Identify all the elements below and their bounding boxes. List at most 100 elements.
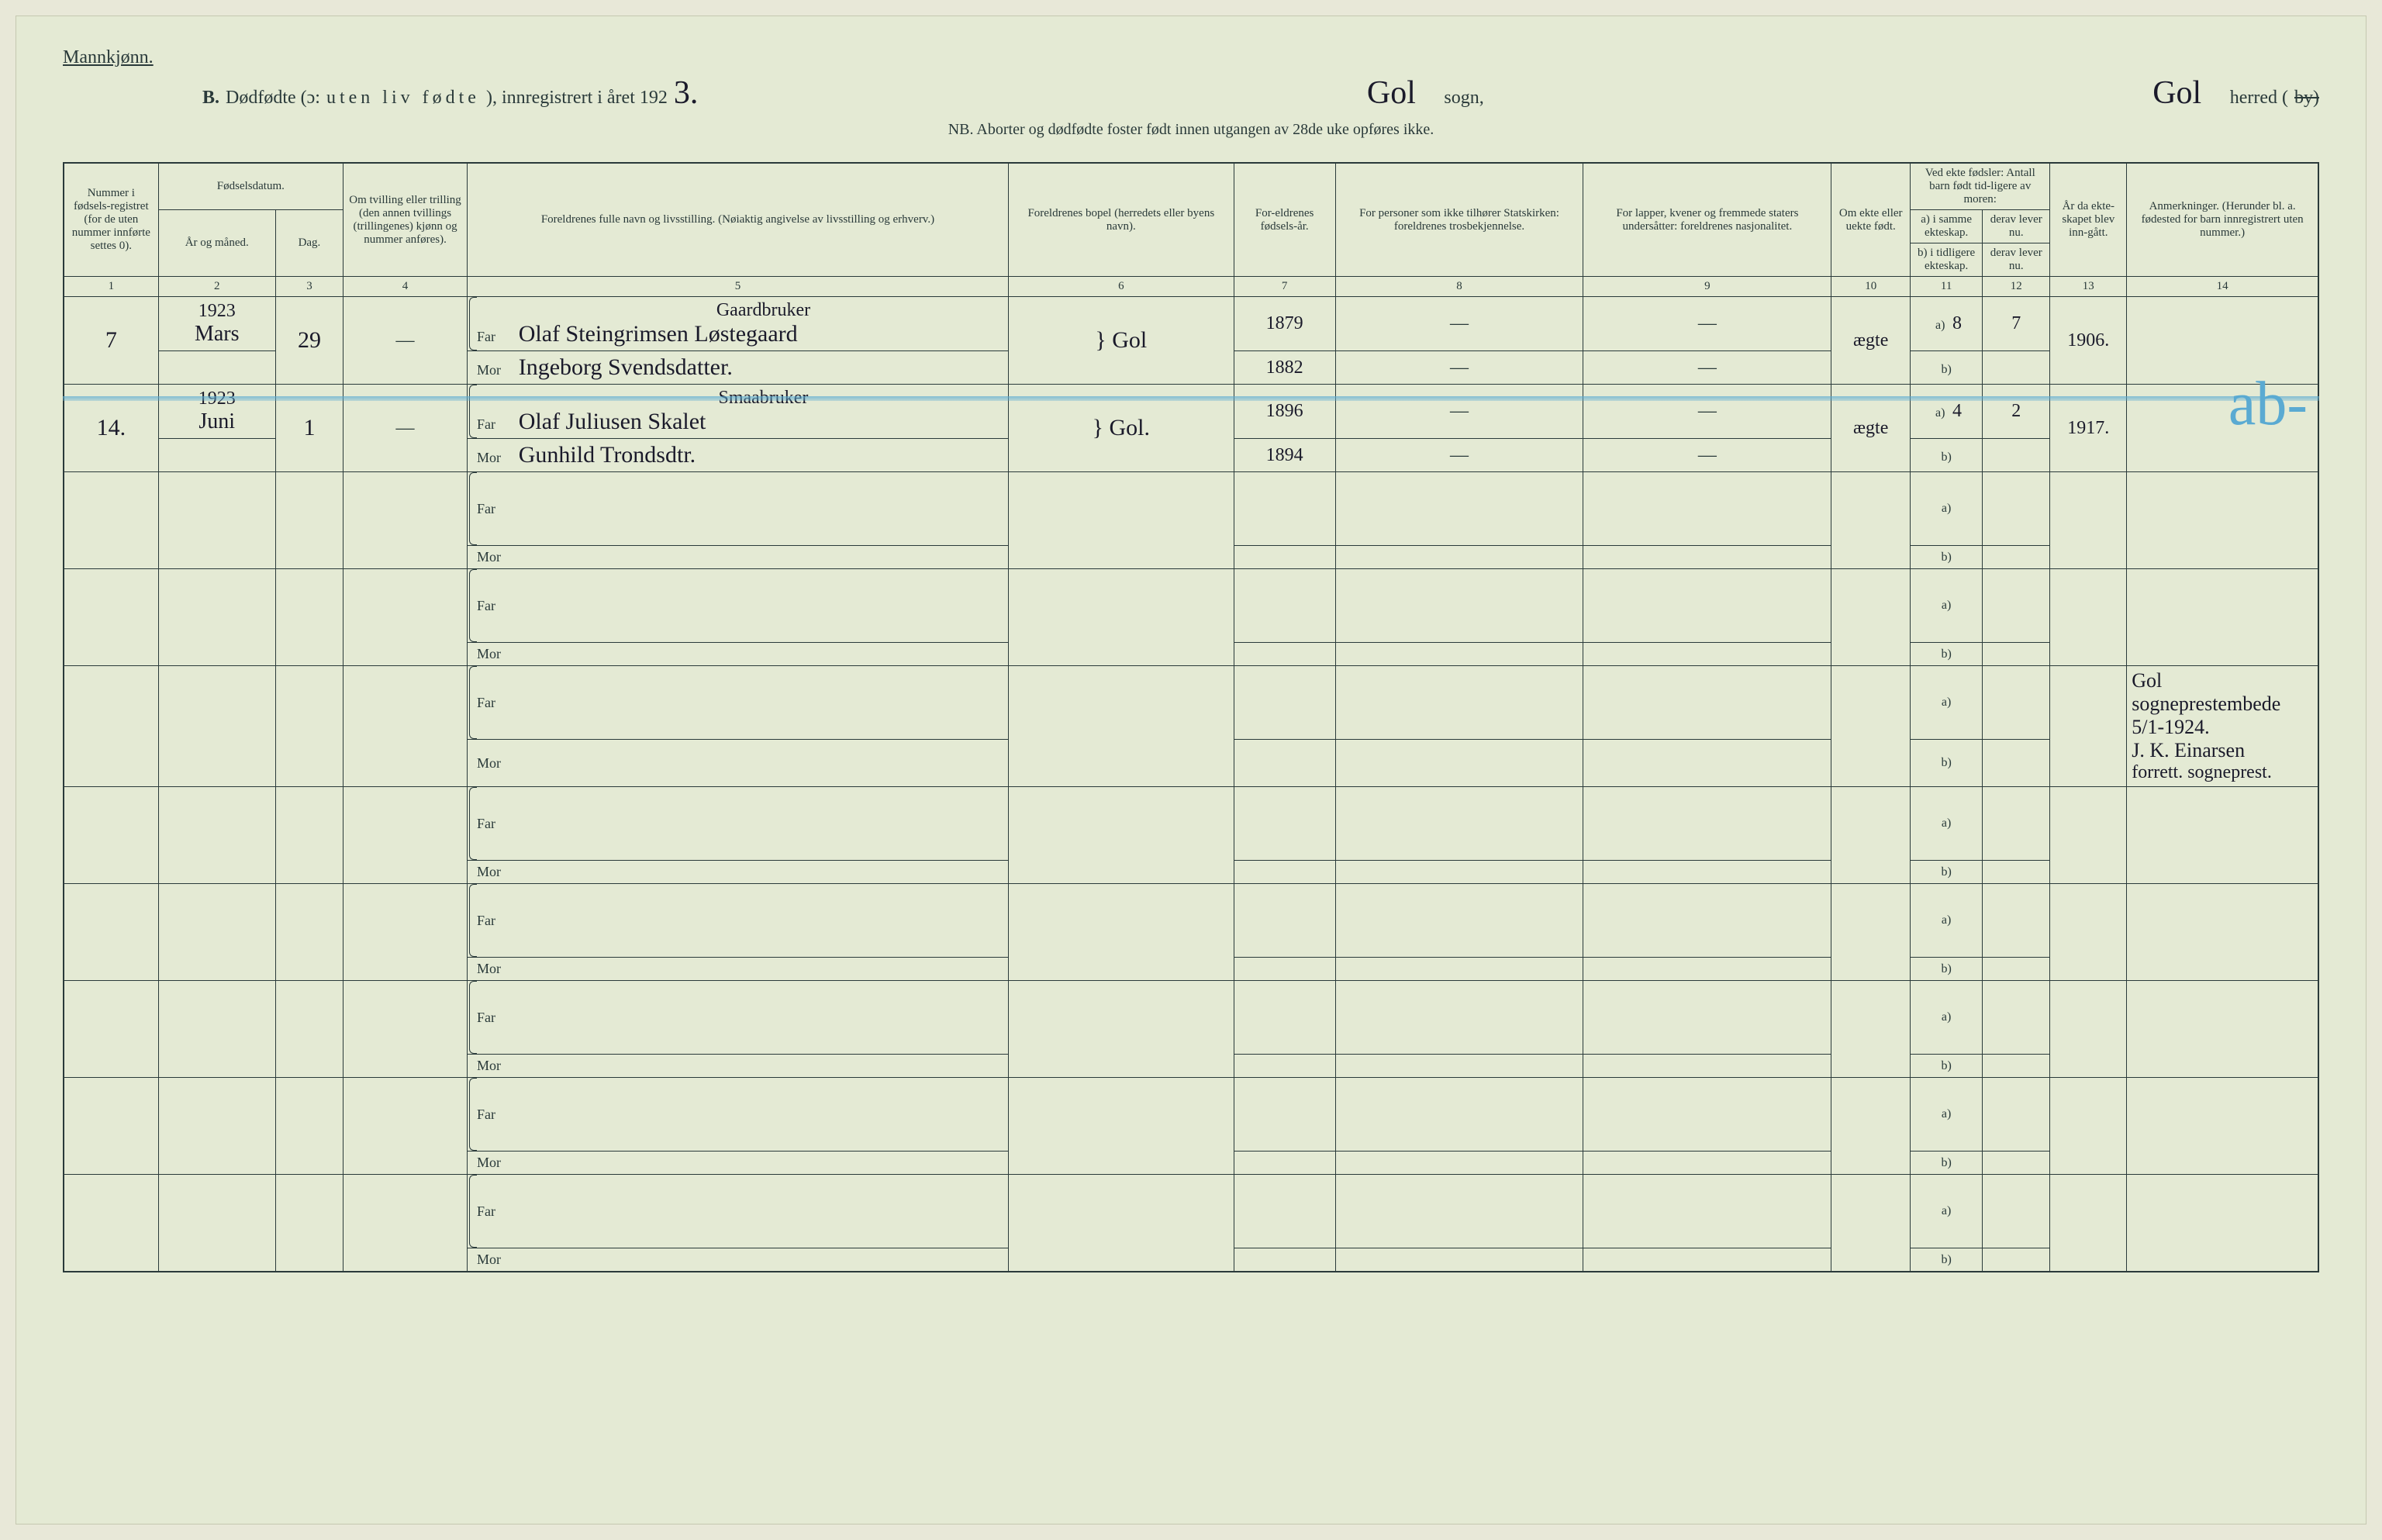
entry-11b: b) — [1911, 439, 1983, 472]
far-label: Far — [477, 501, 516, 517]
col-12a-header: derav lever nu. — [1983, 210, 2050, 243]
colnum: 10 — [1831, 277, 1911, 297]
empty-far-row: Far a) — [64, 1175, 2318, 1248]
colnum: 5 — [468, 277, 1009, 297]
title-spaced: uten liv fødte — [326, 88, 480, 109]
empty-far-row: Far a) — [64, 472, 2318, 546]
bracket-icon — [469, 884, 477, 957]
empty-note — [2127, 472, 2318, 569]
far-label: Far — [477, 329, 516, 345]
header-main: B. Dødfødte (ɔ: uten liv fødte ), innreg… — [202, 74, 2319, 112]
far-label: Far — [477, 1010, 516, 1026]
blank — [158, 351, 275, 385]
empty-far-row: Far a) — [64, 787, 2318, 861]
empty-note — [2127, 1175, 2318, 1272]
col-number-row: 1 2 3 4 5 6 7 8 9 10 11 12 13 14 — [64, 277, 2318, 297]
bracket-icon — [469, 385, 477, 438]
entry-11a: a) 8 — [1911, 297, 1983, 351]
far-label: Far — [477, 1107, 516, 1123]
far-label: Far — [477, 816, 516, 832]
empty-11a: a) — [1911, 666, 1983, 740]
entry-mor-year: 1882 — [1234, 351, 1335, 385]
bracket-icon — [469, 1078, 477, 1151]
empty-far-cell: Far — [468, 472, 1009, 546]
mor-label: Mor — [477, 1058, 516, 1074]
entry-far-year: 1896 — [1234, 385, 1335, 439]
register-table: Nummer i fødsels-registret (for de uten … — [63, 162, 2319, 1272]
empty-11a: a) — [1911, 1078, 1983, 1152]
colnum: 13 — [2050, 277, 2127, 297]
sogn-hand: Gol — [1345, 74, 1438, 112]
colnum: 14 — [2127, 277, 2318, 297]
entry-c9-far: — — [1583, 385, 1831, 439]
entry-12b — [1983, 351, 2050, 385]
far-label: Far — [477, 598, 516, 614]
remark-line3: forrett. sogneprest. — [2132, 762, 2313, 783]
mor-label: Mor — [477, 755, 516, 772]
empty-11b: b) — [1911, 546, 1983, 569]
empty-note — [2127, 1078, 2318, 1175]
remark-line2: J. K. Einarsen — [2132, 739, 2313, 762]
col-1-header: Nummer i fødsels-registret (for de uten … — [64, 163, 158, 277]
colnum: 8 — [1335, 277, 1583, 297]
col-7-header: For-eldrenes fødsels-år. — [1234, 163, 1335, 277]
entry-far-year: 1879 — [1234, 297, 1335, 351]
col-11b-header: b) i tidligere ekteskap. — [1911, 243, 1983, 277]
far-label: Far — [477, 913, 516, 929]
empty-note: Gol sogneprestembede 5/1-1924. J. K. Ein… — [2127, 666, 2318, 787]
bracket-icon — [469, 787, 477, 860]
colnum: 12 — [1983, 277, 2050, 297]
col-9-header: For lapper, kvener og fremmede staters u… — [1583, 163, 1831, 277]
mor-label: Mor — [477, 1252, 516, 1268]
mor-label: Mor — [477, 1155, 516, 1171]
empty-11b: b) — [1911, 740, 1983, 787]
entry-far-row: 7 1923Mars 29 — Gaardbruker Far Olaf Ste… — [64, 297, 2318, 351]
entry-12b — [1983, 439, 2050, 472]
entry-c8-mor: — — [1335, 351, 1583, 385]
mannkjonn-label: Mannkjønn. — [63, 47, 154, 68]
mor-label: Mor — [477, 362, 516, 378]
empty-11b: b) — [1911, 643, 1983, 666]
mor-label: Mor — [477, 961, 516, 977]
empty-11b: b) — [1911, 958, 1983, 981]
colnum: 3 — [275, 277, 343, 297]
empty-far-cell: Far — [468, 981, 1009, 1055]
col-2-top: Fødselsdatum. — [158, 163, 343, 210]
empty-mor-cell: Mor — [468, 546, 1009, 569]
col-12b-header: derav lever nu. — [1983, 243, 2050, 277]
mor-label: Mor — [477, 646, 516, 662]
sogn-label: sogn, — [1444, 88, 1483, 109]
nb-line: NB. Aborter og dødfødte foster født inne… — [63, 121, 2319, 139]
table-body: 7 1923Mars 29 — Gaardbruker Far Olaf Ste… — [64, 297, 2318, 1272]
entry-far-cell: Smaabruker Far Olaf Juliusen Skalet — [468, 385, 1009, 439]
col-11-top: Ved ekte fødsler: Antall barn født tid-l… — [1911, 163, 2050, 210]
mor-label: Mor — [477, 450, 516, 466]
colnum: 9 — [1583, 277, 1831, 297]
empty-mor-cell: Mor — [468, 740, 1009, 787]
entry-c8-far: — — [1335, 297, 1583, 351]
col-10-header: Om ekte eller uekte født. — [1831, 163, 1911, 277]
entry-day: 29 — [275, 297, 343, 385]
empty-note — [2127, 569, 2318, 666]
empty-far-cell: Far — [468, 884, 1009, 958]
colnum: 6 — [1008, 277, 1234, 297]
col-5-header: Foreldrenes fulle navn og livsstilling. … — [468, 163, 1009, 277]
mor-label: Mor — [477, 549, 516, 565]
empty-mor-cell: Mor — [468, 1055, 1009, 1078]
colnum: 2 — [158, 277, 275, 297]
empty-far-row: Far a) Gol sogneprestembede 5/1-1924. J.… — [64, 666, 2318, 740]
empty-11a: a) — [1911, 472, 1983, 546]
entry-c9-mor: — — [1583, 439, 1831, 472]
mor-label: Mor — [477, 864, 516, 880]
empty-far-cell: Far — [468, 666, 1009, 740]
entry-mor-year: 1894 — [1234, 439, 1335, 472]
col-11a-header: a) i samme ekteskap. — [1911, 210, 1983, 243]
entry-year: 1923Juni — [158, 385, 275, 439]
col-4-header: Om tvilling eller trilling (den annen tv… — [343, 163, 468, 277]
entry-11a: a) 4 — [1911, 385, 1983, 439]
bracket-icon — [469, 297, 477, 350]
col-8-header: For personer som ikke tilhører Statskirk… — [1335, 163, 1583, 277]
entry-mor-cell: Mor Ingeborg Svendsdatter. — [468, 351, 1009, 385]
entry-ekte: ægte — [1831, 297, 1911, 385]
colnum: 4 — [343, 277, 468, 297]
